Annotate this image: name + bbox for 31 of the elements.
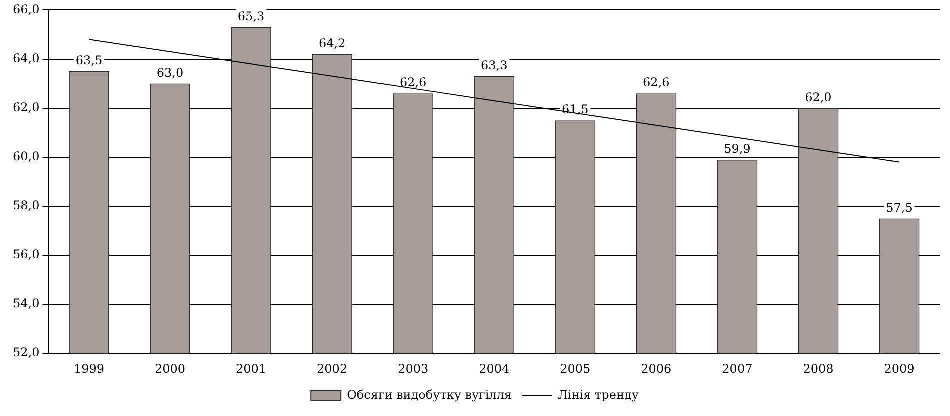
- x-tick-label: 2000: [154, 362, 186, 376]
- y-tick-label: 60,0: [13, 149, 40, 164]
- y-tick-label: 56,0: [13, 248, 40, 262]
- data-label: 59,9: [724, 142, 751, 156]
- data-label: 65,3: [238, 9, 265, 24]
- data-label: 62,6: [643, 76, 670, 90]
- data-label: 64,2: [318, 36, 346, 50]
- y-tick-label: 52,0: [13, 346, 40, 360]
- x-tick-label: 2006: [641, 362, 672, 376]
- x-tick-label: 2001: [236, 362, 267, 376]
- x-tick-label: 2005: [560, 362, 591, 376]
- x-tick-label: 1999: [74, 362, 105, 376]
- x-tick-label: 2003: [398, 362, 429, 376]
- x-tick-label: 2009: [884, 362, 915, 376]
- x-tick-label: 2007: [722, 362, 753, 376]
- x-tick-label: 2008: [803, 362, 834, 376]
- data-label: 62,6: [400, 76, 427, 90]
- y-tick-label: 58,0: [13, 198, 40, 213]
- legend-label: Обсяги видобутку вугілля: [347, 388, 512, 402]
- y-tick-label: 64,0: [13, 51, 40, 66]
- y-tick-label: 66,0: [13, 2, 40, 16]
- x-tick-label: 2004: [479, 362, 510, 376]
- data-label: 62,0: [805, 90, 832, 104]
- data-label: 63,0: [156, 66, 184, 80]
- data-label: 63,5: [76, 54, 103, 68]
- data-label: 57,5: [886, 200, 913, 215]
- data-label: 63,3: [481, 58, 508, 73]
- y-tick-label: 62,0: [13, 100, 40, 114]
- y-tick-label: 54,0: [13, 296, 40, 311]
- legend-label: Лінія тренду: [558, 388, 639, 402]
- x-tick-label: 2002: [317, 362, 348, 376]
